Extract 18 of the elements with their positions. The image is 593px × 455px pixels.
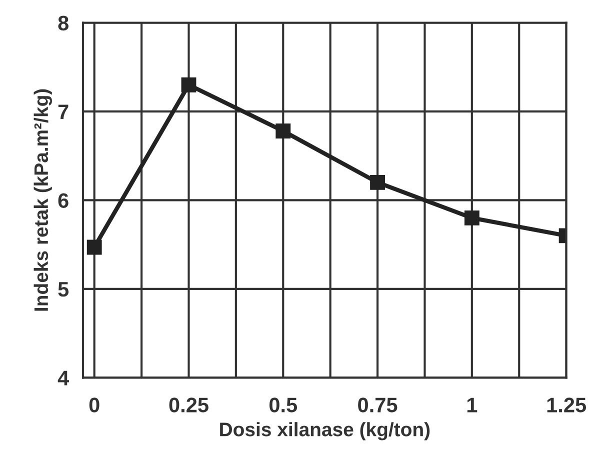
point [86, 240, 102, 255]
x-tick-label: 0.5 [269, 398, 298, 412]
point [276, 124, 291, 138]
x-tick-label: 1.25 [547, 398, 586, 412]
point [181, 77, 196, 92]
x-tick-label: 0.25 [169, 398, 208, 412]
point [464, 210, 480, 226]
x-tick-label: 1 [467, 398, 478, 412]
y-tick-label: 5 [58, 282, 69, 297]
x-tick-label: 0 [89, 398, 100, 412]
y-tick-label: 8 [58, 16, 68, 31]
y-tick-label: 4 [58, 370, 70, 386]
point [370, 174, 385, 190]
x-axis-title: Dosis xilanase (kg/ton) [220, 422, 430, 440]
y-tick-label: 7 [58, 104, 68, 120]
y-axis-title: Indeks retak (kPa.m²/kg) [34, 89, 52, 311]
y-tick-label: 6 [58, 193, 68, 208]
x-tick-label: 0.75 [358, 398, 398, 412]
